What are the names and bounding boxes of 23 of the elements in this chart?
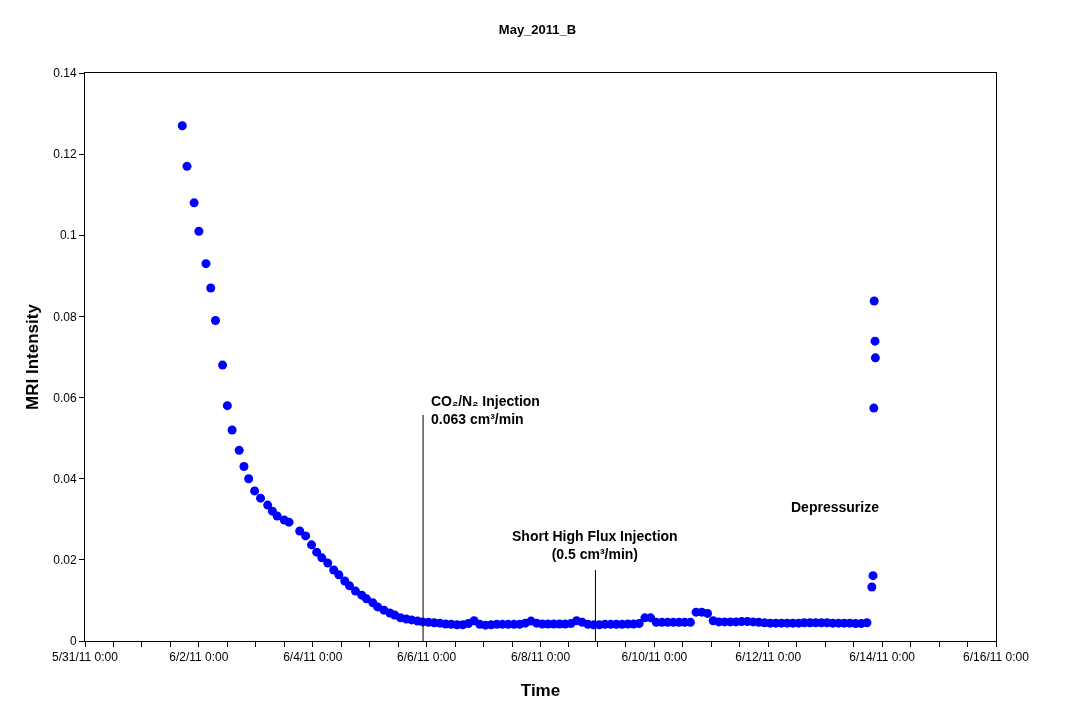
y-tick-label: 0.14 [53,66,77,81]
x-tick-label: 6/8/11 0:00 [510,650,571,665]
y-tick-label: 0 [69,634,77,649]
ref-line-label: CO₂/N₂ Injection 0.063 cm³/min [431,393,540,428]
annotation: Depressurize [791,499,880,515]
x-tick-label: 5/31/11 0:00 [52,650,119,665]
x-tick-label: 6/16/11 0:00 [963,650,1030,665]
x-tick-label: 6/6/11 0:00 [397,650,457,665]
x-tick-label: 6/12/11 0:00 [735,650,802,665]
ref-line-label: Short High Flux Injection (0.5 cm³/min) [512,528,678,563]
y-tick-label: 0.1 [59,228,77,243]
chart-title: May_2011_B [498,22,577,38]
x-tick-label: 6/2/11 0:00 [169,650,229,665]
x-tick-label: 6/4/11 0:00 [283,650,343,665]
y-tick-label: 0.04 [53,471,77,486]
x-tick-label: 6/14/11 0:00 [849,650,916,665]
y-tick-label: 0.06 [53,390,77,405]
x-tick-label: 6/10/11 0:00 [621,650,688,665]
y-tick-label: 0.12 [53,147,77,162]
y-tick-label: 0.02 [53,553,77,568]
y-tick-label: 0.08 [53,309,77,324]
y-axis-title: MRI Intensity [22,303,42,410]
x-axis-title: Time [520,680,561,700]
